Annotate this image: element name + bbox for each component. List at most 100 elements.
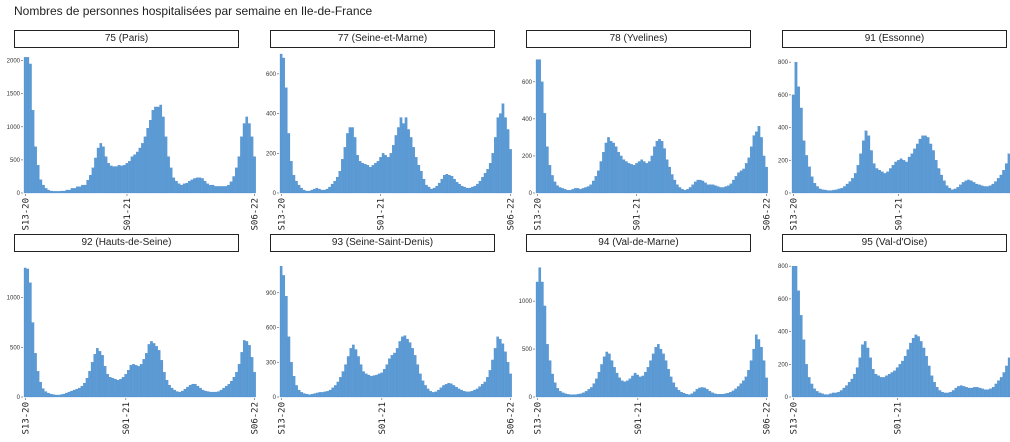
bar: [1004, 163, 1008, 194]
bar: [989, 388, 992, 398]
bar: [584, 187, 587, 194]
bar: [978, 387, 982, 398]
bar: [942, 180, 946, 194]
y-tick-label: 0: [17, 395, 21, 401]
bar: [867, 135, 871, 194]
bar: [250, 136, 254, 194]
bar: [943, 392, 947, 398]
facet-panel: 0 500 1000 S13-20 S01-21 S06-22 94 (Val-de-Mar…: [519, 232, 773, 442]
bar: [328, 186, 331, 194]
bar: [877, 375, 880, 398]
bar: [229, 181, 233, 194]
bar: [496, 117, 500, 194]
bar: [794, 266, 798, 398]
bar: [359, 364, 363, 398]
bar: [168, 384, 171, 398]
bar: [732, 179, 735, 194]
y-tick-label: 600: [522, 80, 533, 86]
bar: [948, 187, 952, 194]
bar: [676, 184, 679, 194]
bar: [711, 392, 714, 398]
bar: [813, 183, 817, 194]
bar: [883, 173, 887, 194]
bar: [623, 381, 627, 398]
y-tick-label: 400: [778, 330, 789, 336]
bar: [650, 155, 654, 194]
bar: [47, 392, 50, 398]
bar: [556, 185, 559, 194]
bar: [334, 385, 337, 398]
bar: [501, 343, 505, 398]
bar: [465, 187, 469, 194]
x-tick-label: S13-20: [533, 198, 543, 231]
bar: [406, 338, 409, 398]
bar: [602, 152, 605, 194]
facet-panel: 0 200 400 600 S13-20 S01-21 S06-22 77 (Seine-et…: [266, 28, 517, 238]
bar: [81, 184, 84, 194]
bar: [727, 185, 730, 194]
bar: [996, 178, 1000, 194]
bar: [455, 181, 459, 194]
bar: [726, 393, 730, 398]
bar: [78, 186, 82, 194]
bar: [190, 179, 194, 194]
bar: [339, 377, 342, 398]
bar: [494, 137, 497, 194]
bar: [473, 185, 477, 194]
bar: [765, 377, 768, 398]
bar: [214, 186, 217, 194]
bar: [504, 117, 507, 194]
bar: [430, 188, 433, 194]
bar: [305, 190, 308, 194]
bar: [320, 189, 324, 194]
bar: [509, 373, 512, 398]
bar: [752, 135, 756, 194]
bar: [706, 184, 710, 194]
bar: [851, 178, 854, 194]
bar: [760, 347, 763, 398]
bar: [699, 179, 702, 194]
x-tick-label: S01-21: [377, 198, 387, 231]
bar: [162, 116, 165, 194]
bar: [150, 341, 153, 398]
bar: [509, 149, 512, 194]
bar: [810, 383, 814, 398]
bar: [543, 113, 547, 194]
bar: [156, 106, 160, 194]
bar: [983, 389, 987, 398]
bar: [574, 188, 577, 194]
bar: [951, 189, 954, 194]
bar: [967, 179, 970, 194]
bar: [427, 186, 431, 194]
bar: [590, 387, 593, 398]
bar: [287, 133, 291, 194]
bar: [716, 393, 719, 398]
bar: [248, 123, 251, 194]
bar: [627, 163, 631, 194]
bar: [599, 161, 603, 194]
bar: [675, 387, 678, 398]
bar: [217, 391, 220, 398]
bar: [891, 165, 895, 194]
bar: [940, 174, 943, 194]
bar: [204, 390, 207, 398]
bar: [444, 384, 448, 398]
bar: [403, 335, 407, 398]
bar: [89, 175, 92, 194]
bar: [318, 188, 321, 194]
bar: [917, 336, 920, 398]
bar: [59, 394, 63, 398]
bar: [282, 57, 285, 194]
bar: [541, 281, 544, 398]
bar: [488, 370, 492, 398]
x-tick-label: S13-20: [277, 198, 287, 231]
bar: [742, 380, 745, 398]
bar: [703, 387, 707, 398]
bar: [408, 342, 412, 398]
bar: [178, 391, 182, 398]
bar: [39, 381, 42, 398]
bar: [983, 186, 987, 194]
bar: [148, 120, 152, 194]
bar: [680, 392, 683, 398]
x-tick-label: S01-21: [633, 198, 643, 231]
